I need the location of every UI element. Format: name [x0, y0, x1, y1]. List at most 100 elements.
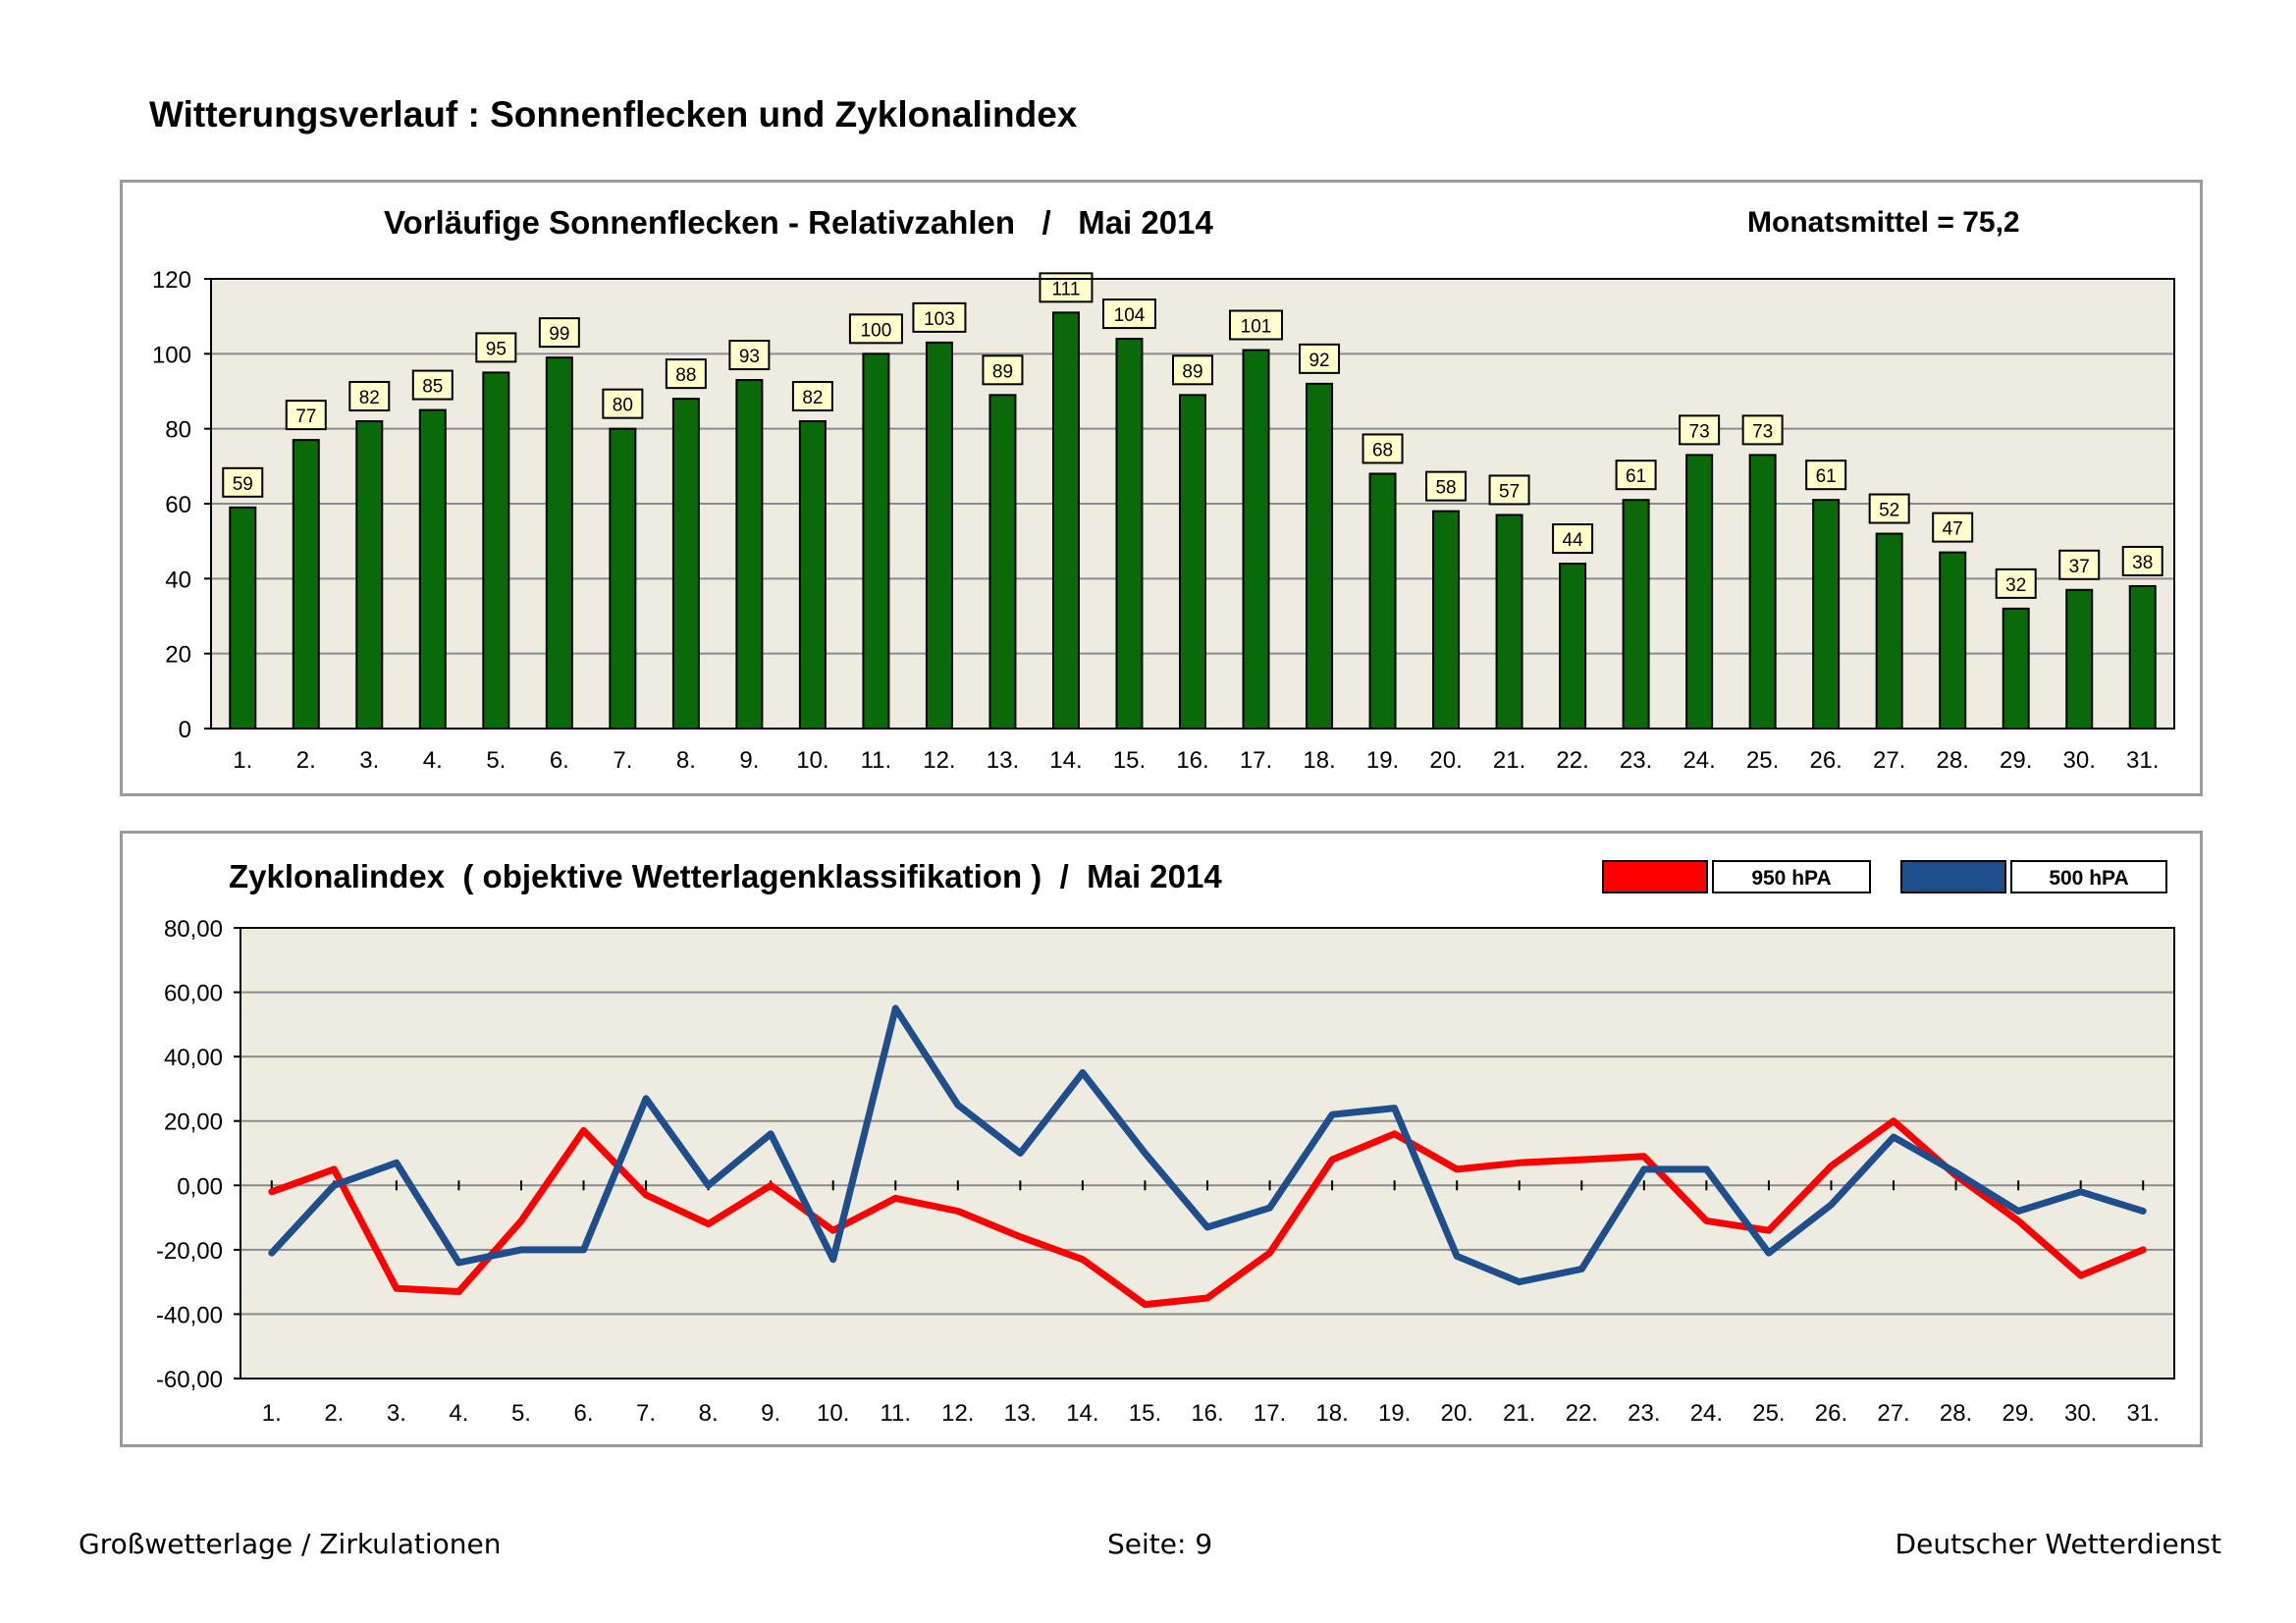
x-tick-label: 5. [511, 1400, 531, 1427]
x-tick-label: 16. [1191, 1400, 1223, 1427]
plot-border [240, 927, 2175, 1380]
data-label: 89 [1182, 361, 1202, 382]
data-label: 92 [1308, 351, 1329, 371]
x-tick-label: 19. [1378, 1400, 1411, 1427]
x-tick-label: 23. [1628, 1400, 1660, 1427]
bar [2128, 584, 2157, 730]
x-tick-label: 4. [423, 747, 443, 774]
x-tick-label: 31. [2127, 1400, 2160, 1427]
bar [1115, 338, 1144, 730]
legend-box-950 [1712, 860, 1871, 893]
x-tick-label: 3. [387, 1400, 406, 1427]
y-tick-label: -20,00 [156, 1238, 223, 1265]
data-label: 93 [739, 347, 760, 367]
bar [2002, 607, 2030, 730]
x-tick-label: 2. [324, 1400, 344, 1427]
bar [862, 352, 890, 730]
y-tick-label: -40,00 [156, 1302, 223, 1328]
y-tick-label: 0,00 [177, 1173, 223, 1200]
data-label-box [2058, 549, 2101, 580]
x-tick-label: 13. [987, 747, 1019, 774]
bar [1559, 563, 1587, 730]
data-label: 73 [1689, 421, 1710, 442]
data-label-box [1805, 460, 1847, 491]
x-tick-label: 20. [1429, 747, 1462, 774]
x-tick-label: 21. [1503, 1400, 1535, 1427]
x-tick-label: 25. [1746, 747, 1779, 774]
monthly-mean-annotation: Monatsmittel = 75,2 [1747, 206, 2020, 239]
sunspot-chart: Vorläufige Sonnenflecken - Relativzahlen… [152, 204, 2175, 774]
data-label-box [982, 354, 1024, 386]
chart-legend: 950 hPA 500 hPA [1602, 860, 2167, 893]
legend-swatch-500 [1900, 860, 2006, 893]
bar [1495, 514, 1523, 730]
sunspot-plot-area: 0 20 40 60 80 100 120 59 1. 77 2. 82 3. 85 4. 95 5. 99 6. 8… [152, 267, 2175, 774]
footer-organization: Deutscher Wetterdienst [1895, 1528, 2221, 1560]
data-label-box [348, 381, 391, 412]
data-label: 77 [295, 406, 316, 427]
footer-left: Großwetterlage / Zirkulationen [79, 1528, 502, 1560]
x-tick-label: 1. [262, 1400, 282, 1427]
x-tick-label: 12. [923, 747, 955, 774]
bar [229, 506, 257, 730]
x-tick-label: 18. [1315, 1400, 1348, 1427]
data-label: 111 [1052, 279, 1081, 299]
x-tick-label: 11. [880, 1400, 911, 1427]
x-tick-label: 10. [817, 1400, 849, 1427]
data-label-box [475, 332, 517, 363]
x-tick-label: 14. [1049, 747, 1082, 774]
x-tick-label: 6. [550, 747, 569, 774]
x-tick-label: 3. [359, 747, 379, 774]
x-tick-label: 5. [486, 747, 506, 774]
data-label: 58 [1435, 478, 1456, 499]
legend-label-500: 500 hPA [2049, 867, 2128, 890]
x-tick-label: 25. [1752, 1400, 1785, 1427]
x-tick-label: 30. [2063, 747, 2096, 774]
data-label-box [285, 400, 327, 431]
bar [1812, 499, 1841, 730]
x-tick-label: 23. [1620, 747, 1652, 774]
x-tick-label: 8. [676, 747, 696, 774]
data-label-box [1101, 298, 1156, 330]
data-label: 59 [233, 474, 253, 495]
bar [482, 371, 510, 730]
x-tick-label: 14. [1066, 1400, 1098, 1427]
data-label: 68 [1372, 440, 1393, 460]
data-label: 101 [1241, 317, 1272, 338]
data-label: 95 [486, 339, 507, 359]
data-label: 89 [992, 361, 1013, 382]
data-label: 88 [675, 365, 696, 386]
data-label-box [222, 466, 264, 498]
y-tick-label: 40,00 [164, 1045, 223, 1071]
bar [1432, 510, 1461, 730]
x-tick-label: 15. [1113, 747, 1146, 774]
page-title: Witterungsverlauf : Sonnenflecken und Zy… [149, 94, 1078, 135]
bar [1939, 551, 1967, 730]
data-label: 99 [549, 324, 569, 345]
data-label-box [1932, 512, 1974, 543]
x-tick-label: 31. [2126, 747, 2159, 774]
bar [1179, 394, 1206, 730]
data-label: 37 [2069, 557, 2090, 577]
x-tick-label: 29. [2000, 747, 2032, 774]
x-tick-label: 2. [296, 747, 316, 774]
zyklonal-chart-title: Zyklonalindex ( objektive Wetterlagenkla… [229, 858, 1222, 894]
data-label-box [728, 340, 771, 371]
x-tick-label: 26. [1809, 747, 1842, 774]
bar [292, 439, 320, 730]
x-tick-label: 27. [1877, 1400, 1909, 1427]
y-tick-label: 60,00 [164, 981, 223, 1007]
y-tick-label: 100 [152, 342, 191, 368]
bar [671, 398, 700, 730]
bar [418, 408, 447, 730]
bar [1875, 532, 1903, 730]
sunspot-chart-frame: Vorläufige Sonnenflecken - Relativzahlen… [120, 180, 2203, 796]
y-tick-label: 60 [165, 492, 191, 518]
data-label-box [1172, 354, 1213, 386]
data-label: 44 [1563, 530, 1584, 551]
y-tick-label: 80 [165, 417, 191, 444]
x-tick-label: 1. [233, 747, 252, 774]
bar [355, 420, 384, 730]
data-label-box [1552, 523, 1594, 555]
x-tick-label: 9. [739, 747, 759, 774]
